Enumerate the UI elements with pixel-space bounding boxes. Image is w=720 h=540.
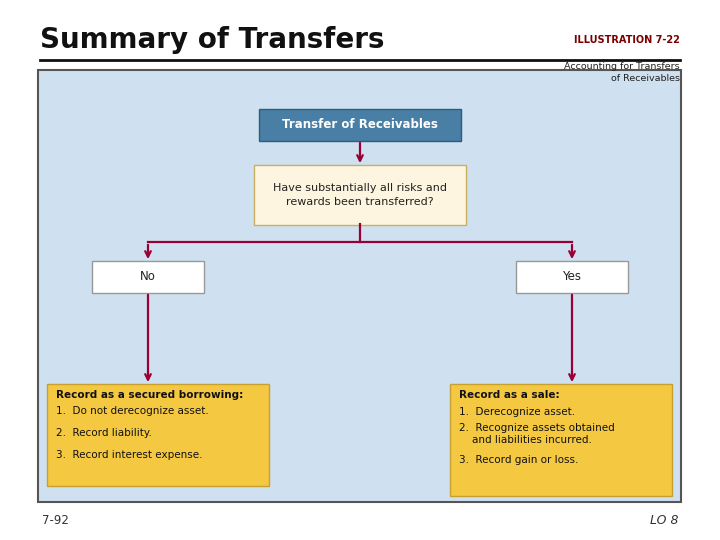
Text: LO 8: LO 8	[649, 514, 678, 526]
Text: 1.  Derecognize asset.: 1. Derecognize asset.	[459, 407, 575, 417]
Text: Summary of Transfers: Summary of Transfers	[40, 26, 384, 54]
Text: 2.  Record liability.: 2. Record liability.	[56, 428, 152, 438]
Text: Have substantially all risks and
rewards been transferred?: Have substantially all risks and rewards…	[273, 184, 447, 207]
Text: 1.  Do not derecognize asset.: 1. Do not derecognize asset.	[56, 406, 209, 416]
FancyBboxPatch shape	[254, 165, 466, 225]
FancyBboxPatch shape	[516, 261, 628, 293]
Text: 2.  Recognize assets obtained
    and liabilities incurred.: 2. Recognize assets obtained and liabili…	[459, 423, 615, 445]
FancyBboxPatch shape	[92, 261, 204, 293]
Text: 3.  Record gain or loss.: 3. Record gain or loss.	[459, 455, 578, 465]
Text: Transfer of Receivables: Transfer of Receivables	[282, 118, 438, 132]
FancyBboxPatch shape	[47, 384, 269, 486]
Text: Record as a sale:: Record as a sale:	[459, 390, 559, 400]
Text: Accounting for Transfers
of Receivables: Accounting for Transfers of Receivables	[564, 62, 680, 83]
Text: ILLUSTRATION 7-22: ILLUSTRATION 7-22	[574, 35, 680, 45]
Text: No: No	[140, 271, 156, 284]
FancyBboxPatch shape	[259, 109, 461, 141]
Text: 3.  Record interest expense.: 3. Record interest expense.	[56, 450, 202, 460]
Text: Record as a secured borrowing:: Record as a secured borrowing:	[56, 390, 243, 400]
Text: Yes: Yes	[562, 271, 582, 284]
FancyBboxPatch shape	[450, 384, 672, 496]
FancyBboxPatch shape	[38, 70, 681, 502]
Text: 7-92: 7-92	[42, 514, 69, 526]
